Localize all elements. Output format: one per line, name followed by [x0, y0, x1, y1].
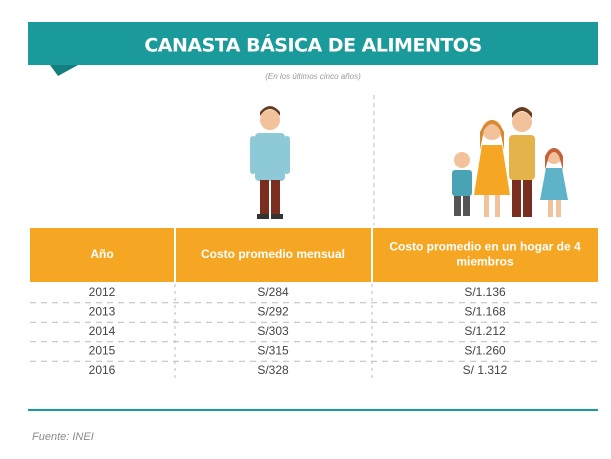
title: CANASTA BÁSICA DE ALIMENTOS: [144, 34, 481, 57]
header-line: Costo promedio en un hogar de 4: [389, 240, 581, 254]
table-cell: 2015: [89, 344, 116, 358]
table-cell: S/292: [257, 305, 289, 319]
table-cell: 2013: [89, 305, 116, 319]
table-header-bg: [30, 228, 598, 282]
table-cell: S/315: [257, 344, 289, 358]
table-cell: S/1.260: [464, 344, 506, 358]
table-cell: S/328: [257, 363, 289, 377]
table-cell: 2016: [89, 363, 116, 377]
table-cell: S/1.136: [464, 285, 506, 299]
table-cell: S/1.212: [464, 324, 506, 338]
banner-tab: [50, 65, 78, 76]
table-cell: 2012: [89, 285, 116, 299]
subtitle: (En los últimos cinco años): [265, 72, 361, 81]
table-cell: S/1.168: [464, 305, 506, 319]
column-header: Costo promedio mensual: [201, 247, 345, 261]
family-icon: [452, 107, 568, 217]
column-header: Año: [90, 247, 113, 261]
table-cell: S/ 1.312: [463, 363, 508, 377]
column-header: Costo promedio en un hogar de 4 miembros: [389, 240, 581, 269]
source: Fuente: INEI: [32, 431, 94, 443]
table-cell: S/284: [257, 285, 289, 299]
table-cell: 2014: [89, 324, 116, 338]
header-line: miembros: [456, 255, 514, 269]
person-icon: [250, 106, 290, 219]
title-banner: [28, 22, 598, 65]
table-cell: S/303: [257, 324, 289, 338]
